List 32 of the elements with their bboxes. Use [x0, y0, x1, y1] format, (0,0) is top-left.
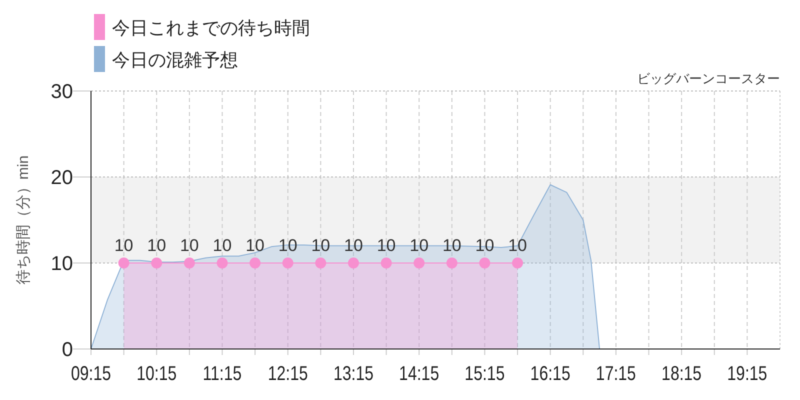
- x-tick-label: 15:15: [464, 362, 505, 384]
- y-tick-label: 0: [62, 339, 73, 361]
- x-tick-label: 10:15: [136, 362, 177, 384]
- x-tick-label: 14:15: [399, 362, 440, 384]
- y-axis-title: 待ち時間（分）min: [15, 155, 32, 285]
- data-label: 10: [246, 236, 265, 255]
- x-tick-label: 13:15: [333, 362, 374, 384]
- data-label: 10: [114, 236, 134, 255]
- data-label: 10: [147, 236, 166, 255]
- data-label: 10: [508, 236, 527, 255]
- data-label: 10: [410, 236, 429, 255]
- data-label: 10: [376, 236, 396, 255]
- x-tick-label: 19:15: [727, 362, 768, 384]
- legend-label: 今日これまでの待ち時間: [112, 18, 310, 38]
- data-label: 10: [475, 236, 494, 255]
- data-label: 10: [180, 236, 199, 255]
- legend-label: 今日の混雑予想: [112, 50, 238, 70]
- data-label: 10: [311, 236, 330, 255]
- chart-subtitle: ビッグバーンコースター: [637, 71, 780, 86]
- x-tick-label: 17:15: [596, 362, 636, 384]
- data-label: 10: [344, 236, 363, 255]
- y-tick-label: 10: [50, 253, 73, 275]
- data-label: 10: [212, 236, 232, 255]
- data-label: 10: [442, 236, 462, 255]
- x-tick-label: 12:15: [268, 362, 308, 384]
- x-tick-label: 09:15: [70, 362, 112, 384]
- y-tick-label: 30: [50, 81, 73, 103]
- x-tick-label: 11:15: [202, 362, 242, 384]
- x-tick-label: 16:15: [530, 362, 570, 384]
- y-tick-label: 20: [50, 167, 73, 189]
- x-tick-label: 18:15: [662, 362, 702, 384]
- data-label: 10: [278, 236, 298, 255]
